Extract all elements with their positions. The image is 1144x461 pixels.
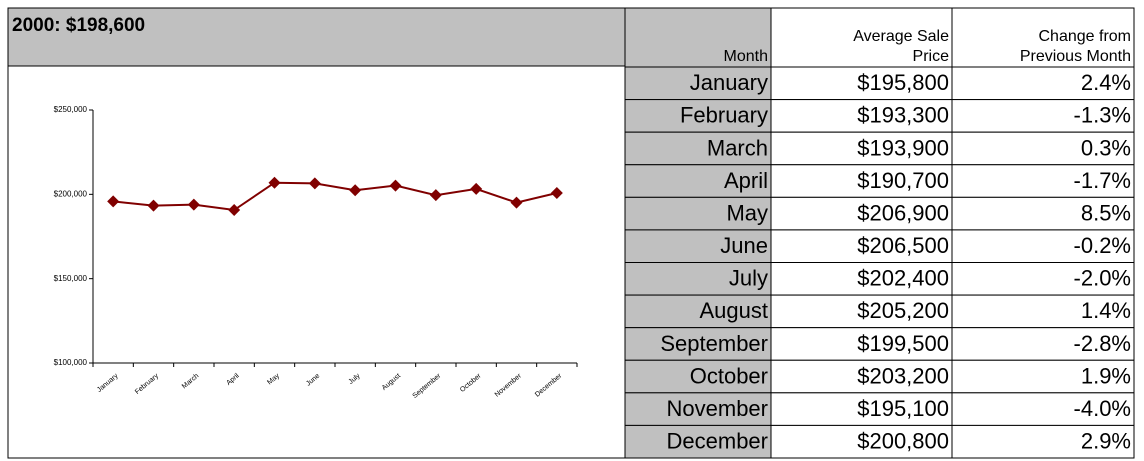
marker xyxy=(470,182,483,195)
marker xyxy=(550,186,563,199)
cell-text: August xyxy=(700,298,769,323)
marker xyxy=(187,198,200,211)
table-cell xyxy=(770,99,953,133)
table-cell xyxy=(770,392,953,426)
marker xyxy=(268,176,281,189)
header-cell xyxy=(770,7,953,68)
cell-text: -1.7% xyxy=(1074,168,1131,193)
table-cell xyxy=(951,66,1135,101)
cell-text: April xyxy=(724,168,768,193)
table-cell xyxy=(951,327,1135,361)
y-tick-label: $150,000 xyxy=(54,274,88,283)
table-cell xyxy=(624,229,772,264)
y-tick-label: $100,000 xyxy=(54,358,88,367)
cell-text: $193,300 xyxy=(857,103,949,128)
marker xyxy=(389,179,402,192)
header-cell xyxy=(951,7,1135,68)
cell-text: January xyxy=(690,70,768,95)
cell-text: 1.4% xyxy=(1081,298,1131,323)
table-cell xyxy=(624,66,772,101)
table-cell xyxy=(951,196,1135,231)
header-text: Month xyxy=(724,48,768,65)
cell-text: May xyxy=(726,200,768,225)
table-cell xyxy=(951,229,1135,264)
marker xyxy=(349,184,362,197)
cell-text: September xyxy=(660,331,768,356)
cell-text: $195,100 xyxy=(857,396,949,421)
cell-text: July xyxy=(729,266,768,291)
cell-text: March xyxy=(707,135,768,160)
table-cell xyxy=(951,424,1135,459)
title-cell xyxy=(7,7,626,67)
table-cell xyxy=(770,66,953,101)
cell-text: 0.3% xyxy=(1081,135,1131,160)
cell-text: -2.0% xyxy=(1074,266,1131,291)
cell-text: October xyxy=(690,363,768,388)
marker xyxy=(147,199,160,212)
marker xyxy=(308,177,321,190)
cell-text: -1.3% xyxy=(1074,103,1131,128)
cell-text: November xyxy=(667,396,768,421)
table-cell xyxy=(770,229,953,264)
cell-text: $203,200 xyxy=(857,363,949,388)
cell-text: February xyxy=(680,103,768,128)
table-cell xyxy=(624,262,772,296)
cell-text: $195,800 xyxy=(857,70,949,95)
header-cell xyxy=(624,7,772,68)
cell-text: $199,500 xyxy=(857,331,949,356)
cell-text: $202,400 xyxy=(857,266,949,291)
cell-text: June xyxy=(720,233,768,258)
chart-cell xyxy=(7,65,626,459)
header-text: Previous Month xyxy=(1020,48,1131,65)
table-cell xyxy=(770,424,953,459)
cell-text: 8.5% xyxy=(1081,200,1131,225)
header-text: Change from xyxy=(1039,28,1132,45)
header-text: Average Sale xyxy=(853,28,949,45)
marker xyxy=(510,196,523,209)
y-tick-label: $200,000 xyxy=(54,189,88,198)
marker xyxy=(107,195,120,208)
series-line xyxy=(113,181,558,212)
cell-text: 2.4% xyxy=(1081,70,1131,95)
cell-text: $190,700 xyxy=(857,168,949,193)
cell-text: December xyxy=(667,429,768,454)
cell-text: $193,900 xyxy=(857,135,949,160)
table-cell xyxy=(770,164,953,198)
table-cell xyxy=(951,164,1135,198)
table-cell xyxy=(624,424,772,459)
cell-text: -4.0% xyxy=(1074,396,1131,421)
table-cell xyxy=(624,327,772,361)
cell-text: $206,900 xyxy=(857,200,949,225)
cell-text: -2.8% xyxy=(1074,331,1131,356)
table-cell xyxy=(624,294,772,329)
cell-text: -0.2% xyxy=(1074,233,1131,258)
cell-text: $200,800 xyxy=(857,429,949,454)
table-cell xyxy=(951,262,1135,296)
table-cell xyxy=(951,99,1135,133)
cell-text: $205,200 xyxy=(857,298,949,323)
table-cell xyxy=(624,99,772,133)
table-cell xyxy=(624,392,772,426)
table-cell xyxy=(770,359,953,394)
table-cell xyxy=(770,294,953,329)
cell-text: 2.9% xyxy=(1081,429,1131,454)
marker xyxy=(228,204,241,217)
cell-text: 1.9% xyxy=(1081,363,1131,388)
table-cell xyxy=(770,131,953,166)
table-cell xyxy=(951,359,1135,394)
table-cell xyxy=(624,131,772,166)
chart-title: 2000: $198,600 xyxy=(12,15,145,36)
y-tick-label: $250,000 xyxy=(54,105,88,114)
table-cell xyxy=(951,294,1135,329)
cell-text: $206,500 xyxy=(857,233,949,258)
header-text: Price xyxy=(913,48,950,65)
marker xyxy=(429,189,442,202)
table-cell xyxy=(770,196,953,231)
